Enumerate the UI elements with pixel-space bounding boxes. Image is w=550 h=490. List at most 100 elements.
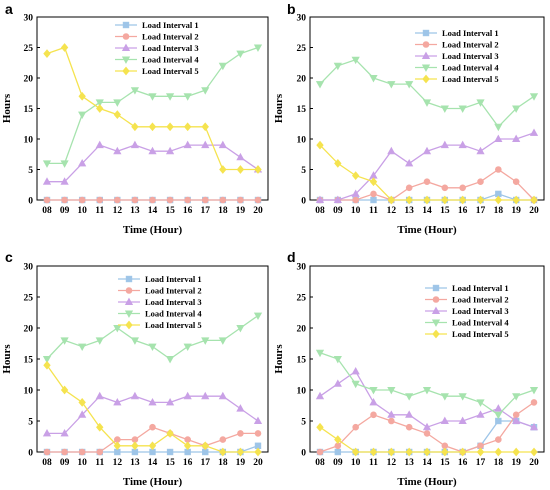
data-point <box>529 422 539 431</box>
data-point <box>166 196 174 204</box>
data-point <box>201 441 209 451</box>
x-tick-label: 18 <box>494 458 504 468</box>
data-point <box>369 397 378 406</box>
data-point <box>149 196 156 204</box>
data-point <box>201 140 210 149</box>
data-point <box>512 195 520 205</box>
data-point <box>405 81 414 89</box>
x-tick-label: 08 <box>315 206 325 216</box>
legend-label: Load Interval 3 <box>142 43 199 53</box>
x-tick-label: 08 <box>42 458 52 468</box>
x-tick-label: 10 <box>351 458 361 468</box>
legend-label: Load Interval 2 <box>452 295 509 305</box>
data-point <box>316 448 324 456</box>
series-5 <box>43 43 262 174</box>
data-point <box>494 123 503 132</box>
data-point <box>351 380 360 389</box>
x-tick-label: 16 <box>183 458 193 468</box>
legend-label: Load Interval 4 <box>452 318 509 328</box>
data-point <box>458 447 467 457</box>
data-point <box>219 436 227 443</box>
series-3 <box>315 128 539 203</box>
legend-marker <box>431 306 441 315</box>
series-4 <box>315 349 539 420</box>
legend-marker <box>125 320 133 330</box>
data-point <box>387 146 396 155</box>
chart-panel-a: a 0 5 10 15 20 25 30 08 09 10 11 12 13 14 15 16 17 18 19 20 T… <box>1 1 269 236</box>
data-point <box>529 128 539 136</box>
data-point <box>96 448 104 456</box>
data-point <box>219 165 227 174</box>
data-point <box>148 122 157 132</box>
data-point <box>405 423 413 431</box>
x-tick-label: 12 <box>113 458 123 468</box>
data-point <box>237 430 244 437</box>
data-point <box>333 62 342 71</box>
data-point <box>530 399 538 406</box>
x-tick-label: 11 <box>369 458 378 468</box>
data-point <box>405 393 414 401</box>
data-point <box>370 196 377 204</box>
x-axis-title: Time (Hour) <box>397 476 457 488</box>
data-point <box>78 111 87 120</box>
data-point <box>512 447 520 457</box>
x-tick-label: 13 <box>404 458 414 468</box>
series-5 <box>43 360 262 457</box>
panel-letter: a <box>5 1 13 17</box>
data-point <box>96 422 104 432</box>
data-point <box>78 448 86 456</box>
data-point <box>530 195 538 205</box>
data-point <box>441 195 449 205</box>
data-point <box>165 146 175 155</box>
data-point <box>352 196 359 204</box>
data-point <box>60 428 69 437</box>
x-tick-label: 13 <box>130 206 140 216</box>
data-point <box>405 410 414 418</box>
y-tick-label: 5 <box>301 417 306 427</box>
data-point <box>494 134 503 142</box>
legend-label: Load Interval 2 <box>142 32 199 42</box>
data-point <box>113 110 122 119</box>
x-tick-label: 15 <box>165 458 175 468</box>
legend-label: Load Interval 4 <box>442 63 499 73</box>
data-point <box>60 43 69 52</box>
data-point <box>254 447 262 457</box>
data-point <box>369 447 378 457</box>
legend-marker <box>125 287 133 294</box>
data-point <box>95 337 104 345</box>
data-point <box>387 410 396 418</box>
data-point <box>60 385 69 395</box>
legend-marker <box>421 64 431 72</box>
data-point <box>422 99 432 107</box>
y-tick-label: 15 <box>297 355 307 365</box>
data-point <box>61 448 68 456</box>
data-point <box>95 391 104 400</box>
chart-panel-d: d 0 5 10 15 20 25 30 08 09 10 11 12 13 14 15 16 17 18 19 20 T… <box>273 249 545 488</box>
x-tick-label: 18 <box>218 206 228 216</box>
data-point <box>512 393 521 401</box>
x-tick-label: 16 <box>458 206 468 216</box>
x-tick-label: 18 <box>494 206 504 216</box>
data-point <box>43 49 51 58</box>
x-tick-label: 17 <box>476 458 486 468</box>
series-2 <box>43 196 262 204</box>
data-point <box>165 93 175 101</box>
data-point <box>458 393 467 401</box>
data-point <box>334 448 342 456</box>
legend-marker <box>124 297 134 306</box>
y-tick-label: 0 <box>28 196 33 206</box>
y-tick-label: 30 <box>24 13 34 23</box>
x-tick-label: 15 <box>165 206 175 216</box>
data-point <box>218 62 227 71</box>
data-point <box>334 435 342 444</box>
data-point <box>315 81 325 89</box>
y-tick-label: 10 <box>297 386 307 396</box>
data-point <box>165 355 175 364</box>
data-point <box>334 159 342 168</box>
data-point <box>183 343 192 352</box>
data-point <box>253 312 263 321</box>
data-point <box>219 447 227 457</box>
data-point <box>387 81 396 89</box>
data-point <box>512 416 521 425</box>
